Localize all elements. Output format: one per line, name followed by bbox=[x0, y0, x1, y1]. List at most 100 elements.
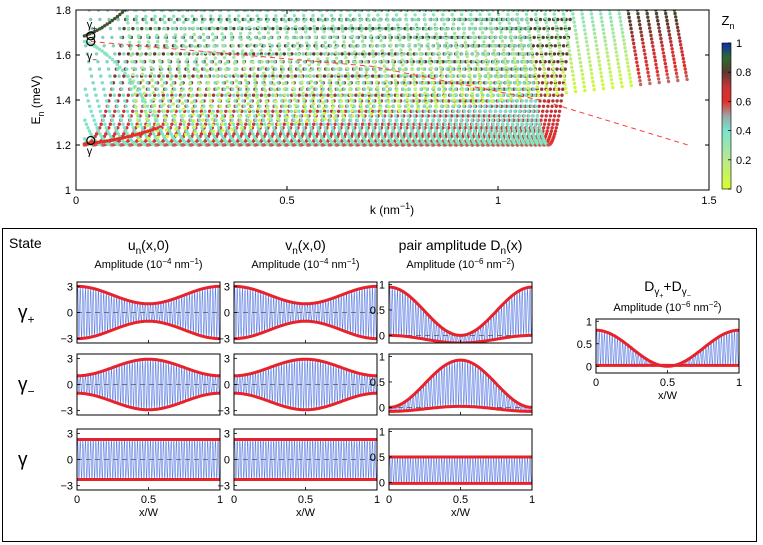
dispersion-point bbox=[89, 132, 93, 136]
dispersion-point bbox=[374, 52, 378, 56]
dispersion-point bbox=[404, 67, 408, 71]
dispersion-point bbox=[294, 109, 298, 113]
dispersion-point bbox=[128, 47, 133, 51]
dispersion-point bbox=[192, 125, 197, 129]
dispersion-point bbox=[174, 39, 178, 43]
dispersion-point bbox=[216, 132, 220, 136]
dispersion-point bbox=[318, 132, 323, 136]
dispersion-point bbox=[296, 132, 301, 136]
dispersion-point bbox=[372, 104, 376, 109]
dispersion-point bbox=[318, 73, 322, 78]
dispersion-point bbox=[223, 62, 227, 66]
dispersion-point bbox=[120, 44, 125, 48]
dispersion-point bbox=[518, 34, 523, 38]
dispersion-point bbox=[343, 93, 347, 97]
dispersion-point bbox=[354, 60, 358, 65]
dispersion-point bbox=[316, 126, 320, 130]
dispersion-point bbox=[246, 19, 251, 24]
dispersion-point bbox=[197, 35, 201, 40]
dispersion-point bbox=[485, 62, 489, 67]
dispersion-point bbox=[484, 35, 488, 40]
dispersion-point bbox=[563, 20, 567, 24]
dispersion-point bbox=[551, 122, 555, 126]
dispersion-point bbox=[181, 14, 185, 18]
dispersion-point bbox=[375, 80, 379, 84]
dispersion-point bbox=[490, 99, 494, 103]
dispersion-point bbox=[229, 32, 233, 36]
dispersion-point bbox=[107, 109, 112, 114]
dispersion-point bbox=[549, 54, 554, 58]
dispersion-point bbox=[340, 52, 344, 56]
dispersion-point bbox=[228, 74, 232, 78]
dispersion-point bbox=[332, 67, 336, 71]
dispersion-point bbox=[145, 81, 149, 85]
dispersion-point bbox=[513, 114, 518, 118]
dispersion-point bbox=[114, 99, 118, 103]
dispersion-point bbox=[586, 48, 590, 52]
dispersion-point bbox=[401, 118, 405, 122]
dispersion-point bbox=[164, 87, 168, 91]
dispersion-point bbox=[126, 122, 130, 126]
dispersion-point bbox=[182, 26, 186, 31]
dispersion-point bbox=[115, 129, 119, 133]
dispersion-point bbox=[130, 93, 134, 97]
dispersion-point bbox=[212, 74, 216, 78]
dispersion-point bbox=[409, 57, 414, 62]
dispersion-point bbox=[431, 13, 436, 17]
dispersion-point bbox=[360, 74, 364, 78]
dispersion-point bbox=[523, 64, 527, 69]
dispersion-point bbox=[501, 60, 505, 64]
dispersion-point bbox=[191, 74, 195, 78]
dispersion-point bbox=[204, 114, 209, 118]
dispersion-point bbox=[104, 126, 109, 130]
dispersion-point bbox=[434, 129, 438, 133]
dispersion-point bbox=[432, 17, 436, 22]
dispersion-point bbox=[223, 122, 228, 126]
dispersion-point bbox=[232, 132, 236, 136]
dispersion-point bbox=[207, 122, 211, 126]
dispersion-point bbox=[396, 126, 401, 130]
dispersion-point bbox=[126, 27, 131, 32]
dispersion-point bbox=[581, 16, 585, 20]
dispersion-point bbox=[175, 45, 179, 49]
dispersion-point bbox=[414, 23, 418, 27]
dispersion-point bbox=[424, 101, 429, 105]
dispersion-point bbox=[349, 103, 354, 108]
dispersion-point bbox=[179, 114, 183, 118]
dispersion-point bbox=[458, 74, 463, 78]
dispersion-point bbox=[216, 109, 220, 114]
dispersion-point bbox=[563, 67, 567, 71]
dispersion-point bbox=[332, 35, 336, 39]
dispersion-point bbox=[193, 38, 197, 43]
dispersion-point bbox=[534, 104, 538, 109]
dispersion-point bbox=[416, 37, 420, 42]
dispersion-point bbox=[248, 93, 252, 97]
dispersion-point bbox=[422, 104, 426, 109]
dispersion-point bbox=[400, 81, 404, 85]
dispersion-point bbox=[542, 71, 547, 76]
dispersion-point bbox=[341, 34, 345, 39]
dispersion-point bbox=[408, 47, 412, 52]
dispersion-point bbox=[477, 72, 481, 77]
dispersion-point bbox=[243, 132, 247, 136]
dispersion-point bbox=[529, 99, 533, 103]
dispersion-point bbox=[263, 74, 267, 78]
dispersion-point bbox=[311, 96, 315, 100]
dispersion-point bbox=[404, 129, 408, 133]
dispersion-point bbox=[546, 126, 550, 130]
dispersion-point bbox=[531, 81, 535, 85]
dispersion-point bbox=[498, 26, 503, 30]
dispersion-point bbox=[205, 69, 209, 73]
dispersion-point bbox=[396, 99, 400, 103]
dispersion-point bbox=[361, 44, 365, 49]
dispersion-point bbox=[522, 81, 526, 85]
dispersion-point bbox=[398, 43, 402, 47]
dispersion-point bbox=[416, 67, 420, 71]
dispersion-point bbox=[290, 75, 294, 80]
dispersion-point bbox=[495, 71, 500, 75]
dispersion-point bbox=[242, 66, 247, 71]
dispersion-point bbox=[285, 115, 289, 120]
dispersion-point bbox=[208, 93, 212, 97]
dispersion-point bbox=[511, 67, 516, 71]
dispersion-point bbox=[327, 114, 331, 118]
